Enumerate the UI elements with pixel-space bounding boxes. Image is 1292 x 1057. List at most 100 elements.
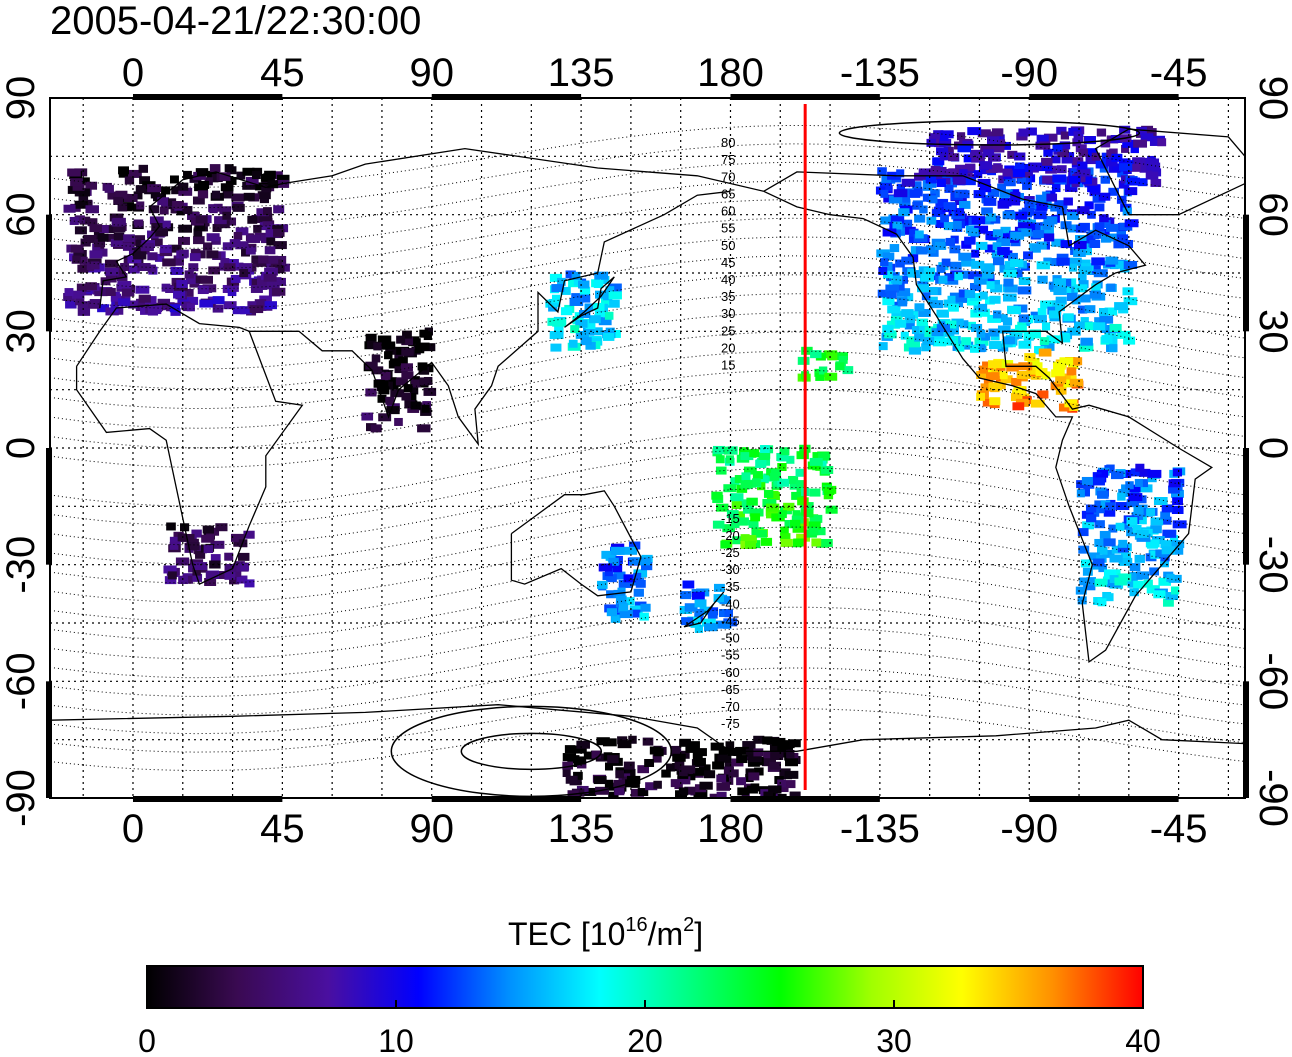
tec-cell (888, 195, 903, 204)
tec-cell (909, 189, 921, 198)
tec-cell (264, 170, 276, 179)
tec-cell (168, 198, 177, 207)
tec-cell (616, 595, 627, 604)
tec-cell (1101, 335, 1113, 344)
tec-cell (1095, 505, 1105, 514)
tec-cell (77, 177, 90, 186)
tec-cell (771, 737, 786, 746)
tec-cell (151, 223, 163, 232)
tec-cell (1021, 207, 1035, 216)
tec-cell (1077, 596, 1087, 605)
tec-cell (1059, 357, 1074, 366)
tec-cell (205, 571, 219, 580)
tec-cell (749, 508, 764, 517)
tec-cell (896, 288, 911, 297)
tec-cell (1124, 187, 1138, 196)
tec-cell (1108, 524, 1118, 533)
tec-cell (976, 392, 986, 401)
tec-cell (401, 392, 412, 401)
tec-cell (1138, 484, 1153, 493)
tec-cell (1078, 280, 1089, 289)
tec-cell (901, 178, 915, 187)
tec-cell (178, 236, 190, 245)
lon-tick-top: 135 (548, 51, 615, 95)
tec-cell (1043, 133, 1058, 142)
tec-cell (78, 193, 89, 202)
tec-cell (1149, 137, 1161, 146)
tec-cell (919, 205, 928, 214)
tec-cell (1010, 231, 1025, 240)
tec-cell (1133, 139, 1148, 148)
tec-cell (763, 791, 774, 798)
tec-cell (1123, 260, 1138, 269)
tec-cell (1056, 207, 1067, 216)
tec-cell (988, 360, 1002, 369)
tec-cell (986, 281, 995, 290)
tec-cell (1153, 590, 1166, 599)
tec-cell (557, 277, 566, 286)
tec-cell (980, 332, 991, 341)
tec-cell (747, 758, 760, 767)
tec-cell (777, 478, 790, 487)
tec-cell (777, 453, 789, 462)
tec-cell (232, 203, 245, 212)
tec-cell (1097, 598, 1107, 607)
tec-cell (1053, 278, 1067, 287)
tec-cell (187, 276, 201, 285)
tec-cell (1165, 592, 1179, 601)
tec-cell (199, 299, 213, 308)
tec-cell (107, 191, 119, 200)
mag-lat-label-north: 55 (721, 221, 735, 236)
tec-cell (260, 235, 271, 244)
tec-cell (992, 310, 1002, 319)
tec-cell (946, 337, 957, 346)
lat-tick-left: 30 (0, 309, 43, 354)
tec-cell (945, 168, 957, 177)
tec-cell (921, 292, 931, 301)
tec-cell (827, 352, 838, 361)
tec-cell (1171, 506, 1184, 515)
tec-cell (1091, 257, 1105, 266)
tec-cell (1114, 577, 1128, 586)
tec-cell (202, 284, 217, 293)
tec-cell (233, 538, 244, 547)
tec-cell (1168, 485, 1180, 494)
tec-cell (215, 571, 229, 580)
tec-cell (1036, 202, 1048, 211)
tec-cell (378, 386, 390, 395)
tec-cell (885, 284, 900, 293)
tec-cell (637, 788, 649, 797)
tec-cell (897, 298, 908, 307)
tec-cell (645, 782, 658, 791)
tec-cell (571, 293, 582, 302)
frame-bar-top (431, 94, 582, 100)
tec-cell (1093, 322, 1106, 331)
tec-cell (1026, 127, 1037, 136)
tec-cell (762, 758, 776, 767)
tec-cell (224, 164, 234, 173)
tec-cell (982, 398, 993, 407)
tec-cell (1150, 525, 1162, 534)
tec-cell (76, 283, 91, 292)
tec-cell (619, 610, 633, 619)
tec-cell (97, 233, 109, 242)
tec-cell-layer (63, 125, 1187, 798)
tec-cell (954, 208, 965, 217)
mag-contour (50, 526, 1245, 603)
tec-cell (1141, 125, 1154, 134)
lon-tick-bottom: 90 (409, 807, 454, 851)
tec-cell (800, 509, 814, 518)
tec-cell (1161, 546, 1176, 555)
tec-cell (1079, 577, 1092, 586)
tec-cell (652, 754, 662, 763)
tec-cell (1078, 545, 1090, 554)
tec-cell (791, 491, 805, 500)
tec-cell (986, 213, 996, 222)
tec-cell (117, 281, 132, 290)
tec-cell (562, 769, 571, 778)
tec-cell (756, 529, 768, 538)
tec-cell (133, 219, 144, 228)
tec-cell (193, 236, 205, 245)
tec-cell (603, 332, 615, 341)
tec-cell (1004, 284, 1018, 293)
